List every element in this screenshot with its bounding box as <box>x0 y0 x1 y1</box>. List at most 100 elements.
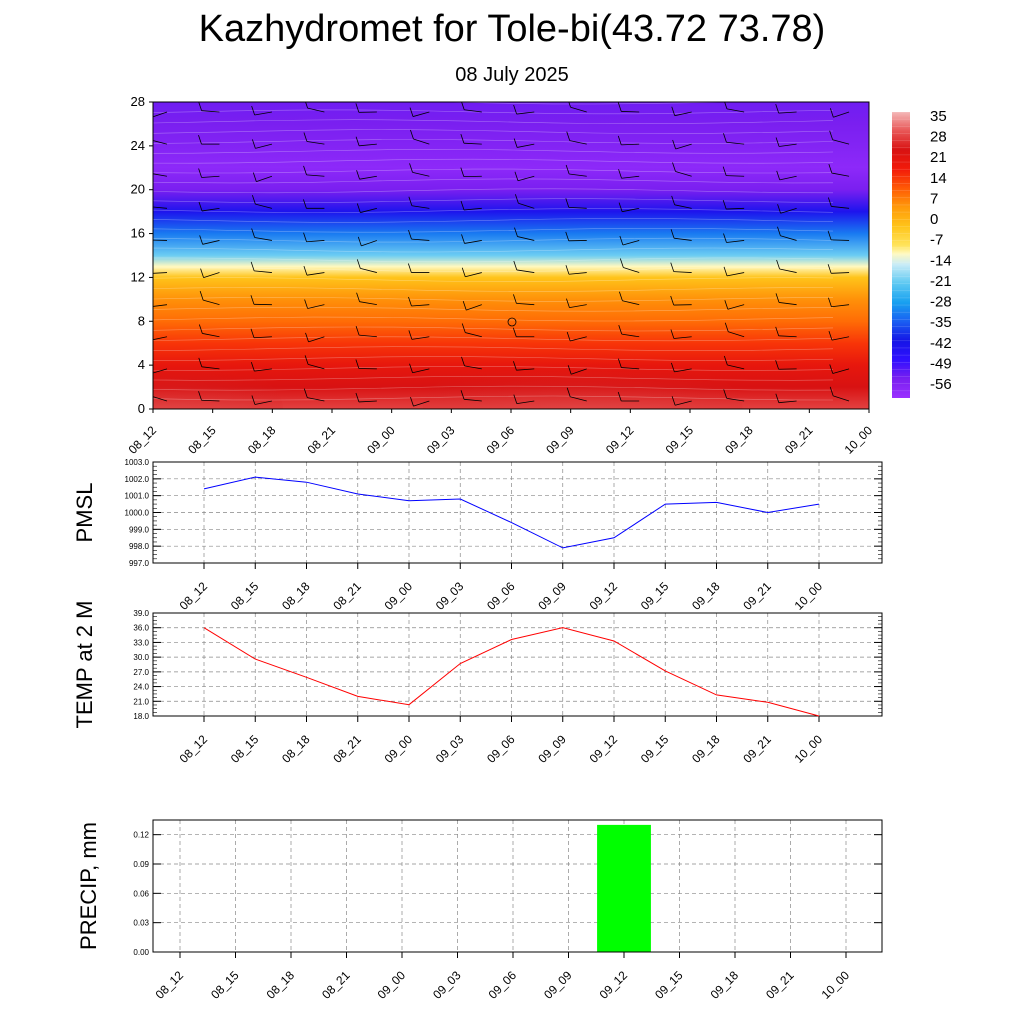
wind-barb-flag <box>619 258 624 268</box>
temp-xtick-label: 09_21 <box>740 732 774 766</box>
wind-barb <box>516 302 535 306</box>
wind-barb-flag <box>460 134 465 144</box>
temp-xtick-label: 08_15 <box>228 732 262 766</box>
wind-barb <box>254 400 273 405</box>
wind-barb-flag <box>568 102 571 108</box>
wind-barb-flag <box>303 266 308 276</box>
heatmap-xtick-label: 08_21 <box>305 423 339 457</box>
wind-barb <box>570 106 587 113</box>
wind-barb-flag <box>827 264 832 274</box>
precip-xtick-label: 10_00 <box>819 968 853 1002</box>
contour-line <box>153 267 834 273</box>
wind-barb-flag <box>672 162 676 172</box>
wind-barb-flag <box>565 265 570 275</box>
wind-barb <box>359 143 377 147</box>
wind-barb <box>833 111 850 118</box>
wind-barb-flag <box>723 266 728 277</box>
precip-xtick-label: 09_21 <box>763 968 797 1002</box>
precip-xtick-label: 08_12 <box>153 968 187 1002</box>
heatmap-ytick-label: 0 <box>138 401 145 416</box>
wind-barb-flag <box>723 355 728 366</box>
colorbar-label: -28 <box>930 294 952 311</box>
page-subtitle: 08 July 2025 <box>455 64 569 86</box>
wind-barb <box>831 206 850 209</box>
wind-barb <box>153 206 168 209</box>
pmsl-xtick-label: 08_21 <box>330 579 364 613</box>
wind-barb-flag <box>723 233 727 243</box>
wind-barb <box>518 202 535 209</box>
pmsl-ytick-label: 1003.0 <box>125 458 150 467</box>
heatmap-xtick-label: 08_12 <box>126 423 160 457</box>
wind-barb <box>153 396 168 402</box>
wind-barb <box>463 398 482 402</box>
precip-xtick-label: 08_18 <box>264 968 298 1002</box>
contour-line <box>153 119 834 125</box>
pmsl-ytick-label: 999.0 <box>129 525 150 534</box>
wind-barb <box>202 333 220 338</box>
wind-barb <box>778 302 797 306</box>
wind-barb <box>359 301 377 306</box>
temp-xtick-label: 09_12 <box>587 732 621 766</box>
pmsl-xtick-label: 08_15 <box>228 579 262 613</box>
wind-barb <box>832 139 850 145</box>
wind-barb <box>412 368 430 374</box>
wind-barb-flag <box>303 232 307 242</box>
wind-barb <box>466 304 482 311</box>
wind-barb <box>203 299 220 306</box>
wind-barb <box>727 304 745 310</box>
wind-barb <box>153 336 168 341</box>
pmsl-ytick-label: 1002.0 <box>125 475 150 484</box>
precip-xtick-label: 09_12 <box>597 968 631 1002</box>
wind-barb-flag <box>198 324 203 334</box>
wind-barb-flag <box>250 362 255 372</box>
heatmap-ytick-label: 12 <box>131 269 145 284</box>
wind-barb <box>201 207 220 212</box>
wind-barb-flag <box>303 199 307 209</box>
wind-barb <box>569 173 587 177</box>
wind-barb <box>306 272 325 276</box>
pmsl-xtick-label: 08_12 <box>177 579 211 613</box>
wind-barb-flag <box>355 392 360 403</box>
wind-barb <box>674 204 692 209</box>
wind-barb <box>833 395 850 402</box>
wind-barb-flag <box>146 231 149 240</box>
colorbar-label: 21 <box>930 149 947 166</box>
colorbar-label: -42 <box>930 335 952 352</box>
heatmap-ytick-label: 28 <box>131 94 145 109</box>
wind-barb <box>621 111 640 113</box>
precip-xtick-label: 09_00 <box>375 968 409 1002</box>
wind-barb <box>726 272 745 277</box>
temp-xtick-label: 08_21 <box>330 732 364 766</box>
wind-barb <box>307 107 325 113</box>
wind-barb <box>153 304 168 307</box>
pmsl-panel: 997.0 998.0 999.0 1000.0 1001.0 1002.0 1003.0 0… <box>72 458 883 613</box>
wind-barb-flag <box>775 293 780 303</box>
wind-barb-flag <box>828 163 833 174</box>
wind-barb <box>253 336 272 339</box>
contour-line <box>153 376 834 381</box>
wind-barb <box>778 111 797 114</box>
wind-barb-flag <box>460 167 465 177</box>
colorbar-label: -14 <box>930 252 952 269</box>
wind-barb-flag <box>148 387 151 396</box>
wind-barb-flag <box>199 235 204 245</box>
wind-barb <box>780 235 797 241</box>
temp-xtick-label: 08_12 <box>177 732 211 766</box>
wind-barb <box>307 304 325 309</box>
precip-xtick-label: 09_18 <box>708 968 742 1002</box>
wind-barb-flag <box>515 194 519 204</box>
wind-barb <box>153 111 168 118</box>
wind-barb-flag <box>775 360 780 370</box>
contour-line <box>153 228 834 233</box>
wind-barb <box>570 336 587 342</box>
colorbar-label: 14 <box>930 170 947 187</box>
wind-barb-flag <box>512 327 517 337</box>
temp-ytick-label: 33.0 <box>133 638 149 647</box>
wind-barb-flag <box>722 166 727 176</box>
contour-line <box>153 178 834 184</box>
wind-barb-flag <box>303 132 308 142</box>
wind-barb <box>465 332 482 338</box>
wind-barb <box>464 365 482 370</box>
wind-barb-flag <box>670 262 675 272</box>
wind-barb-flag <box>724 322 729 332</box>
